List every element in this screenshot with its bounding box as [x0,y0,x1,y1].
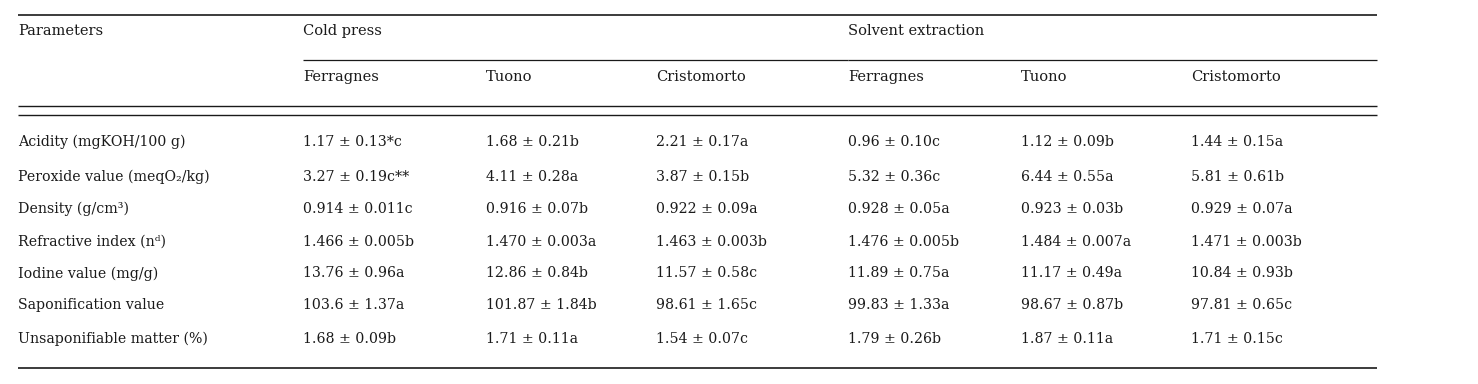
Text: 2.21 ± 0.17a: 2.21 ± 0.17a [656,135,748,149]
Text: 1.463 ± 0.003b: 1.463 ± 0.003b [656,235,767,249]
Text: 0.929 ± 0.07a: 0.929 ± 0.07a [1191,202,1293,216]
Text: Acidity (mgKOH/100 g): Acidity (mgKOH/100 g) [18,135,185,149]
Text: 1.79 ± 0.26b: 1.79 ± 0.26b [848,332,941,346]
Text: Cristomorto: Cristomorto [1191,70,1281,84]
Text: Iodine value (mg/g): Iodine value (mg/g) [18,266,158,281]
Text: Tuono: Tuono [486,70,532,84]
Text: Tuono: Tuono [1021,70,1067,84]
Text: 1.68 ± 0.21b: 1.68 ± 0.21b [486,135,579,149]
Text: 11.89 ± 0.75a: 11.89 ± 0.75a [848,266,950,280]
Text: 1.466 ± 0.005b: 1.466 ± 0.005b [303,235,414,249]
Text: 1.71 ± 0.11a: 1.71 ± 0.11a [486,332,578,346]
Text: 5.32 ± 0.36c: 5.32 ± 0.36c [848,170,940,184]
Text: 101.87 ± 1.84b: 101.87 ± 1.84b [486,298,597,312]
Text: Cold press: Cold press [303,24,381,38]
Text: Refractive index (nᵈ): Refractive index (nᵈ) [18,235,166,249]
Text: 98.61 ± 1.65c: 98.61 ± 1.65c [656,298,757,312]
Text: Saponification value: Saponification value [18,298,164,312]
Text: 1.484 ± 0.007a: 1.484 ± 0.007a [1021,235,1132,249]
Text: 1.54 ± 0.07c: 1.54 ± 0.07c [656,332,748,346]
Text: 3.87 ± 0.15b: 3.87 ± 0.15b [656,170,749,184]
Text: 5.81 ± 0.61b: 5.81 ± 0.61b [1191,170,1284,184]
Text: 11.17 ± 0.49a: 11.17 ± 0.49a [1021,266,1122,280]
Text: 0.914 ± 0.011c: 0.914 ± 0.011c [303,202,412,216]
Text: 4.11 ± 0.28a: 4.11 ± 0.28a [486,170,578,184]
Text: 12.86 ± 0.84b: 12.86 ± 0.84b [486,266,588,280]
Text: 6.44 ± 0.55a: 6.44 ± 0.55a [1021,170,1114,184]
Text: 1.17 ± 0.13*c: 1.17 ± 0.13*c [303,135,402,149]
Text: Peroxide value (meqO₂/kg): Peroxide value (meqO₂/kg) [18,169,210,184]
Text: 103.6 ± 1.37a: 103.6 ± 1.37a [303,298,405,312]
Text: 1.470 ± 0.003a: 1.470 ± 0.003a [486,235,597,249]
Text: 0.916 ± 0.07b: 0.916 ± 0.07b [486,202,588,216]
Text: 1.471 ± 0.003b: 1.471 ± 0.003b [1191,235,1302,249]
Text: 3.27 ± 0.19c**: 3.27 ± 0.19c** [303,170,409,184]
Text: Parameters: Parameters [18,24,103,38]
Text: 10.84 ± 0.93b: 10.84 ± 0.93b [1191,266,1293,280]
Text: 1.12 ± 0.09b: 1.12 ± 0.09b [1021,135,1114,149]
Text: 1.476 ± 0.005b: 1.476 ± 0.005b [848,235,959,249]
Text: 99.83 ± 1.33a: 99.83 ± 1.33a [848,298,950,312]
Text: 11.57 ± 0.58c: 11.57 ± 0.58c [656,266,757,280]
Text: Density (g/cm³): Density (g/cm³) [18,202,129,217]
Text: 1.68 ± 0.09b: 1.68 ± 0.09b [303,332,396,346]
Text: 0.923 ± 0.03b: 0.923 ± 0.03b [1021,202,1123,216]
Text: 97.81 ± 0.65c: 97.81 ± 0.65c [1191,298,1292,312]
Text: Unsaponifiable matter (%): Unsaponifiable matter (%) [18,331,207,346]
Text: 98.67 ± 0.87b: 98.67 ± 0.87b [1021,298,1123,312]
Text: 0.96 ± 0.10c: 0.96 ± 0.10c [848,135,940,149]
Text: 1.71 ± 0.15c: 1.71 ± 0.15c [1191,332,1283,346]
Text: 0.928 ± 0.05a: 0.928 ± 0.05a [848,202,950,216]
Text: Solvent extraction: Solvent extraction [848,24,984,38]
Text: 1.44 ± 0.15a: 1.44 ± 0.15a [1191,135,1283,149]
Text: 13.76 ± 0.96a: 13.76 ± 0.96a [303,266,405,280]
Text: 0.922 ± 0.09a: 0.922 ± 0.09a [656,202,758,216]
Text: Cristomorto: Cristomorto [656,70,746,84]
Text: Ferragnes: Ferragnes [303,70,378,84]
Text: Ferragnes: Ferragnes [848,70,924,84]
Text: 1.87 ± 0.11a: 1.87 ± 0.11a [1021,332,1113,346]
